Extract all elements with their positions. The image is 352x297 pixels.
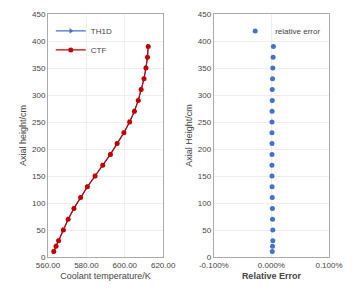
svg-text:Axial height/cm: Axial height/cm [18,105,28,166]
svg-text:400: 400 [198,37,212,46]
svg-text:620.00: 620.00 [151,261,176,270]
svg-text:450: 450 [32,10,46,19]
svg-text:0: 0 [207,253,212,262]
svg-text:0.000%: 0.000% [258,261,285,270]
svg-text:50: 50 [202,226,211,235]
svg-text:Axial Height/cm: Axial Height/cm [184,104,194,167]
svg-text:350: 350 [32,64,46,73]
svg-text:250: 250 [32,118,46,127]
svg-text:350: 350 [198,64,212,73]
svg-text:560.00: 560.00 [36,261,61,270]
svg-text:580.00: 580.00 [74,261,99,270]
svg-text:100: 100 [32,199,46,208]
svg-text:-0.100%: -0.100% [199,261,229,270]
svg-text:100: 100 [198,199,212,208]
svg-text:150: 150 [32,172,46,181]
svg-text:Coolant temperature/K: Coolant temperature/K [60,271,151,281]
svg-text:CTF: CTF [91,46,107,55]
svg-text:150: 150 [198,172,212,181]
svg-text:200: 200 [198,145,212,154]
svg-text:250: 250 [198,118,212,127]
svg-text:600.00: 600.00 [113,261,138,270]
svg-text:50: 50 [36,226,45,235]
svg-text:450: 450 [198,10,212,19]
svg-text:relative error: relative error [275,27,320,36]
svg-text:0.100%: 0.100% [315,261,342,270]
svg-text:0: 0 [41,253,46,262]
svg-text:Relative Error: Relative Error [242,271,302,281]
svg-text:300: 300 [32,91,46,100]
svg-text:400: 400 [32,37,46,46]
svg-text:TH1D: TH1D [91,27,112,36]
svg-text:200: 200 [32,145,46,154]
svg-text:300: 300 [198,91,212,100]
